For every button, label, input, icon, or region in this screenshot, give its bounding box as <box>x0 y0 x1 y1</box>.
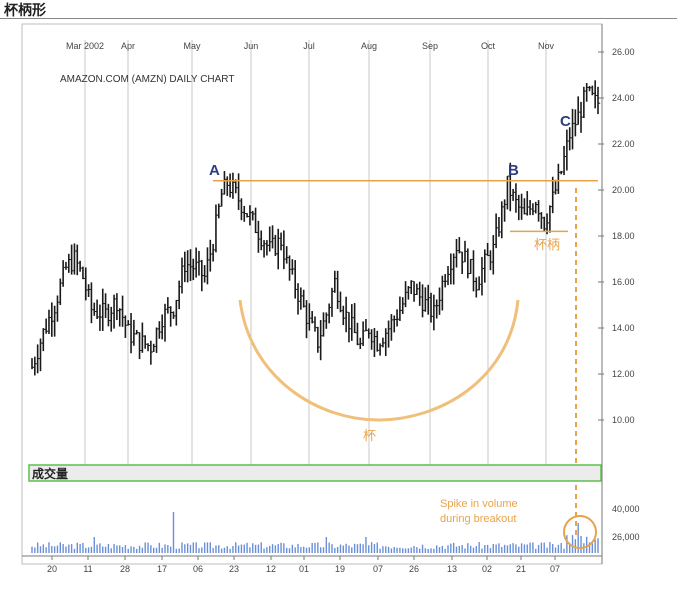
month-label: Jul <box>303 41 315 51</box>
month-label: Sep <box>422 41 438 51</box>
date-tick-label: 23 <box>229 564 239 574</box>
title-bar-line <box>0 18 677 19</box>
price-tick-label: 18.00 <box>612 231 635 241</box>
price-tick-label: 16.00 <box>612 277 635 287</box>
price-tick-label: 10.00 <box>612 415 635 425</box>
month-label: Aug <box>361 41 377 51</box>
month-label: Nov <box>538 41 555 51</box>
volume-label: 成交量 <box>32 466 68 481</box>
chart-title: AMAZON.COM (AMZN) DAILY CHART <box>60 74 234 85</box>
handle-label: 杯柄 <box>534 238 560 253</box>
date-tick-label: 13 <box>447 564 457 574</box>
date-tick-label: 26 <box>409 564 419 574</box>
date-tick-label: 06 <box>193 564 203 574</box>
point-label-b: B <box>508 162 519 179</box>
date-tick-label: 02 <box>482 564 492 574</box>
point-label-a: A <box>209 162 220 179</box>
volume-tick-low: 26,000 <box>612 532 640 542</box>
cup-arc <box>238 299 520 422</box>
point-label-c: C <box>560 113 571 130</box>
cup-label: 杯 <box>363 429 376 444</box>
date-tick-label: 07 <box>550 564 560 574</box>
date-tick-labels: 20 11 28 17 06 23 12 01 19 07 26 13 02 21 07 <box>47 556 560 574</box>
date-tick-label: 01 <box>299 564 309 574</box>
date-tick-label: 20 <box>47 564 57 574</box>
date-tick-label: 19 <box>335 564 345 574</box>
date-tick-label: 07 <box>373 564 383 574</box>
price-tick-label: 22.00 <box>612 139 635 149</box>
month-label: Mar 2002 <box>66 41 104 51</box>
price-tick-label: 12.00 <box>612 369 635 379</box>
volume-band <box>28 464 602 482</box>
volume-bars <box>31 512 599 553</box>
month-label: Jun <box>244 41 259 51</box>
month-labels: Mar 2002 Apr May Jun Jul Aug Sep Oct Nov <box>66 41 555 51</box>
date-tick-label: 11 <box>83 564 92 574</box>
date-tick-label: 12 <box>266 564 276 574</box>
month-label: May <box>183 41 201 51</box>
page-title: 杯柄形 <box>4 3 46 19</box>
spike-annotation-line1: Spike in volume <box>440 498 518 510</box>
chart-frame <box>21 23 603 565</box>
price-tick-label: 24.00 <box>612 93 635 103</box>
date-tick-label: 21 <box>516 564 526 574</box>
volume-tick-high: 40,000 <box>612 504 640 514</box>
date-tick-label: 28 <box>120 564 130 574</box>
price-candles <box>31 80 601 376</box>
date-tick-label: 17 <box>157 564 167 574</box>
month-gridlines <box>84 40 547 480</box>
price-tick-label: 20.00 <box>612 185 635 195</box>
spike-circle <box>563 515 597 549</box>
spike-annotation-line2: during breakout <box>440 513 516 525</box>
price-tick-label: 26.00 <box>612 47 635 57</box>
price-axis-labels: 26.00 24.00 22.00 20.00 18.00 16.00 14.00 12.00… <box>598 47 635 425</box>
month-label: Apr <box>121 41 135 51</box>
month-label: Oct <box>481 41 496 51</box>
price-tick-label: 14.00 <box>612 323 635 333</box>
